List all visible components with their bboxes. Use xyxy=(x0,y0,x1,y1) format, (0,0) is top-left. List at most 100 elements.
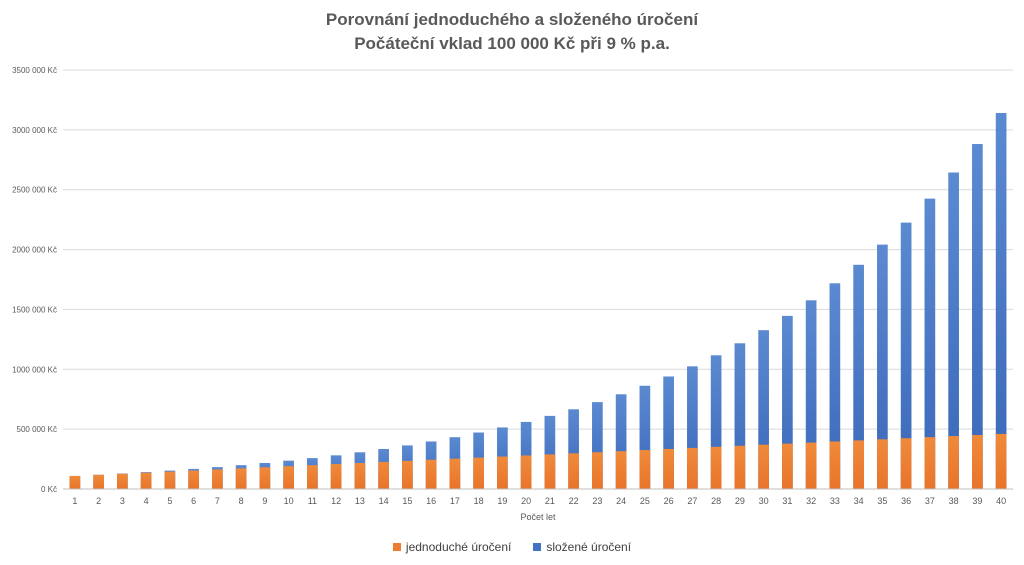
bar-simple xyxy=(782,443,793,489)
x-tick-label: 34 xyxy=(854,496,864,506)
x-tick-label: 1 xyxy=(72,496,77,506)
bar-compound xyxy=(853,264,864,489)
bar-compound xyxy=(734,343,746,489)
bar-compound xyxy=(948,172,959,489)
bar-simple xyxy=(497,456,508,489)
bar-simple xyxy=(520,455,532,489)
bar-compound xyxy=(639,385,651,489)
bar-simple xyxy=(307,465,318,489)
bar-simple xyxy=(877,439,888,489)
y-tick-label: 500 000 Kč xyxy=(17,425,57,434)
bar-simple xyxy=(235,468,247,489)
bar-simple xyxy=(212,469,223,489)
legend-item-compound: složené úročení xyxy=(533,540,631,554)
y-tick-label: 3000 000 Kč xyxy=(12,126,57,135)
legend-item-simple: jednoduché úročení xyxy=(392,540,511,554)
x-tick-label: 27 xyxy=(687,496,697,506)
x-tick-label: 6 xyxy=(191,496,196,506)
x-tick-label: 2 xyxy=(96,496,101,506)
chart-subtitle: Počáteční vklad 100 000 Kč při 9 % p.a. xyxy=(354,34,670,53)
legend: jednoduché úročení složené úročení xyxy=(0,540,1024,554)
x-tick-label: 38 xyxy=(949,496,959,506)
x-tick-label: 35 xyxy=(877,496,887,506)
x-tick-label: 26 xyxy=(664,496,674,506)
bar-simple xyxy=(972,435,983,489)
bar-simple xyxy=(805,442,817,489)
bar-compound xyxy=(710,355,722,489)
x-tick-label: 40 xyxy=(996,496,1006,506)
bar-simple xyxy=(93,474,104,489)
legend-label-compound: složené úročení xyxy=(546,540,632,554)
bar-compound xyxy=(924,198,936,489)
bar-simple xyxy=(829,441,841,489)
bar-simple xyxy=(449,458,461,489)
bar-compound xyxy=(782,315,793,489)
bar-compound xyxy=(995,112,1007,489)
bar-simple xyxy=(164,471,176,489)
x-tick-label: 8 xyxy=(239,496,244,506)
bar-simple xyxy=(378,461,389,489)
x-tick-label: 7 xyxy=(215,496,220,506)
x-tick-label: 15 xyxy=(402,496,412,506)
bar-compound xyxy=(972,144,983,489)
x-tick-label: 32 xyxy=(806,496,816,506)
x-tick-label: 30 xyxy=(759,496,769,506)
bar-simple xyxy=(473,457,484,489)
x-tick-label: 9 xyxy=(262,496,267,506)
x-tick-label: 16 xyxy=(426,496,436,506)
bar-simple xyxy=(140,472,152,489)
x-tick-label: 36 xyxy=(901,496,911,506)
x-tick-label: 20 xyxy=(521,496,531,506)
y-tick-label: 1000 000 Kč xyxy=(12,365,57,374)
x-tick-label: 37 xyxy=(925,496,935,506)
bar-simple xyxy=(734,445,746,489)
bar-simple xyxy=(354,463,366,489)
x-tick-label: 29 xyxy=(735,496,745,506)
x-tick-label: 17 xyxy=(450,496,460,506)
bar-simple xyxy=(900,438,912,489)
bar-simple xyxy=(948,436,959,489)
bar-simple xyxy=(117,473,128,489)
x-axis-label: Počet let xyxy=(520,512,556,522)
x-tick-label: 23 xyxy=(592,496,602,506)
bar-compound xyxy=(568,409,579,489)
bar-simple xyxy=(592,452,603,489)
legend-swatch-compound xyxy=(533,543,542,551)
y-tick-label: 2500 000 Kč xyxy=(12,186,57,195)
bar-simple xyxy=(639,450,651,489)
bar-simple xyxy=(568,453,579,489)
bar-simple xyxy=(69,475,81,489)
bar-simple xyxy=(663,449,674,489)
bar-compound xyxy=(592,402,603,489)
bar-simple xyxy=(425,459,437,489)
y-tick-label: 2000 000 Kč xyxy=(12,246,57,255)
bar-compound xyxy=(758,330,769,489)
x-tick-label: 3 xyxy=(120,496,125,506)
x-tick-label: 11 xyxy=(308,496,317,506)
x-tick-label: 12 xyxy=(331,496,341,506)
bar-compound xyxy=(544,415,556,489)
x-tick-label: 14 xyxy=(379,496,389,506)
bar-simple xyxy=(710,446,722,489)
x-tick-label: 22 xyxy=(569,496,579,506)
x-tick-label: 33 xyxy=(830,496,840,506)
x-tick-label: 10 xyxy=(284,496,294,506)
bar-simple xyxy=(283,466,294,489)
bar-simple xyxy=(259,467,271,489)
bar-compound xyxy=(829,283,841,489)
bar-compound xyxy=(687,366,698,489)
x-tick-label: 31 xyxy=(782,496,792,506)
y-tick-label: 1500 000 Kč xyxy=(12,305,57,314)
bar-simple xyxy=(853,440,864,489)
x-tick-label: 13 xyxy=(355,496,365,506)
bar-simple xyxy=(924,437,936,489)
bar-compound xyxy=(900,222,912,490)
bar-compound xyxy=(663,376,674,489)
bar-simple xyxy=(188,470,199,489)
bar-simple xyxy=(758,444,769,489)
x-tick-label: 39 xyxy=(972,496,982,506)
x-tick-label: 28 xyxy=(711,496,721,506)
x-tick-label: 21 xyxy=(545,496,555,506)
x-tick-label: 24 xyxy=(616,496,626,506)
